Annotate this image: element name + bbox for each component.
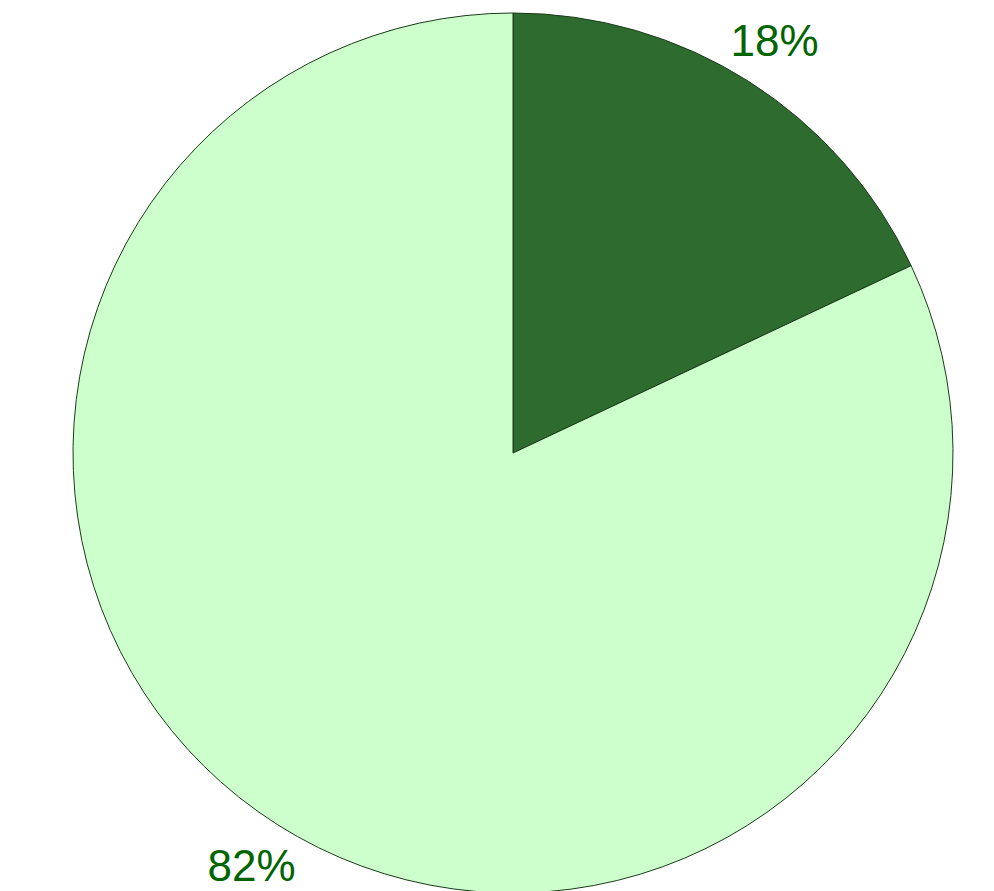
svg-text:18%: 18% [730, 16, 818, 65]
svg-text:82%: 82% [207, 841, 295, 890]
